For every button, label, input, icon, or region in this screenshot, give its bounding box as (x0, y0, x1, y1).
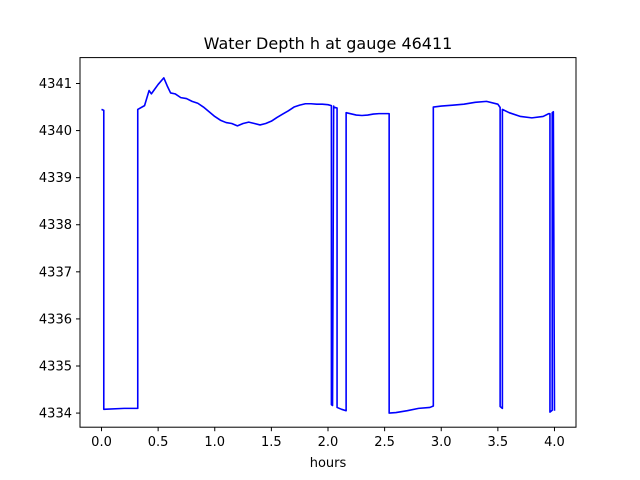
x-tick-label: 2.0 (318, 435, 339, 450)
y-tick-label: 4339 (39, 171, 72, 186)
y-tick-label: 4334 (39, 407, 72, 422)
x-tick-label: 2.5 (374, 435, 395, 450)
x-axis-label: hours (310, 456, 347, 471)
plot-frame (79, 57, 577, 428)
y-tick-label: 4337 (39, 265, 72, 280)
x-tick-label: 0.5 (148, 435, 169, 450)
y-tick-label: 4340 (39, 124, 72, 139)
x-tick-label: 0.0 (91, 435, 112, 450)
y-tick-label: 4336 (39, 312, 72, 327)
y-tick-label: 4338 (39, 218, 72, 233)
y-tick-label: 4335 (39, 359, 72, 374)
x-tick-label: 1.0 (204, 435, 225, 450)
x-axis-ticks: 0.0 0.5 1.0 1.5 2.0 2.5 3.0 3.5 4.0 (91, 427, 565, 450)
chart-title: Water Depth h at gauge 46411 (204, 34, 453, 53)
y-axis-ticks: 4334 4335 4336 4337 4338 4339 4340 4341 (39, 77, 80, 422)
x-tick-label: 4.0 (544, 435, 565, 450)
x-tick-label: 1.5 (261, 435, 282, 450)
x-tick-label: 3.5 (488, 435, 509, 450)
y-tick-label: 4341 (39, 77, 72, 92)
series-line-water-depth (101, 77, 556, 414)
x-tick-label: 3.0 (431, 435, 452, 450)
